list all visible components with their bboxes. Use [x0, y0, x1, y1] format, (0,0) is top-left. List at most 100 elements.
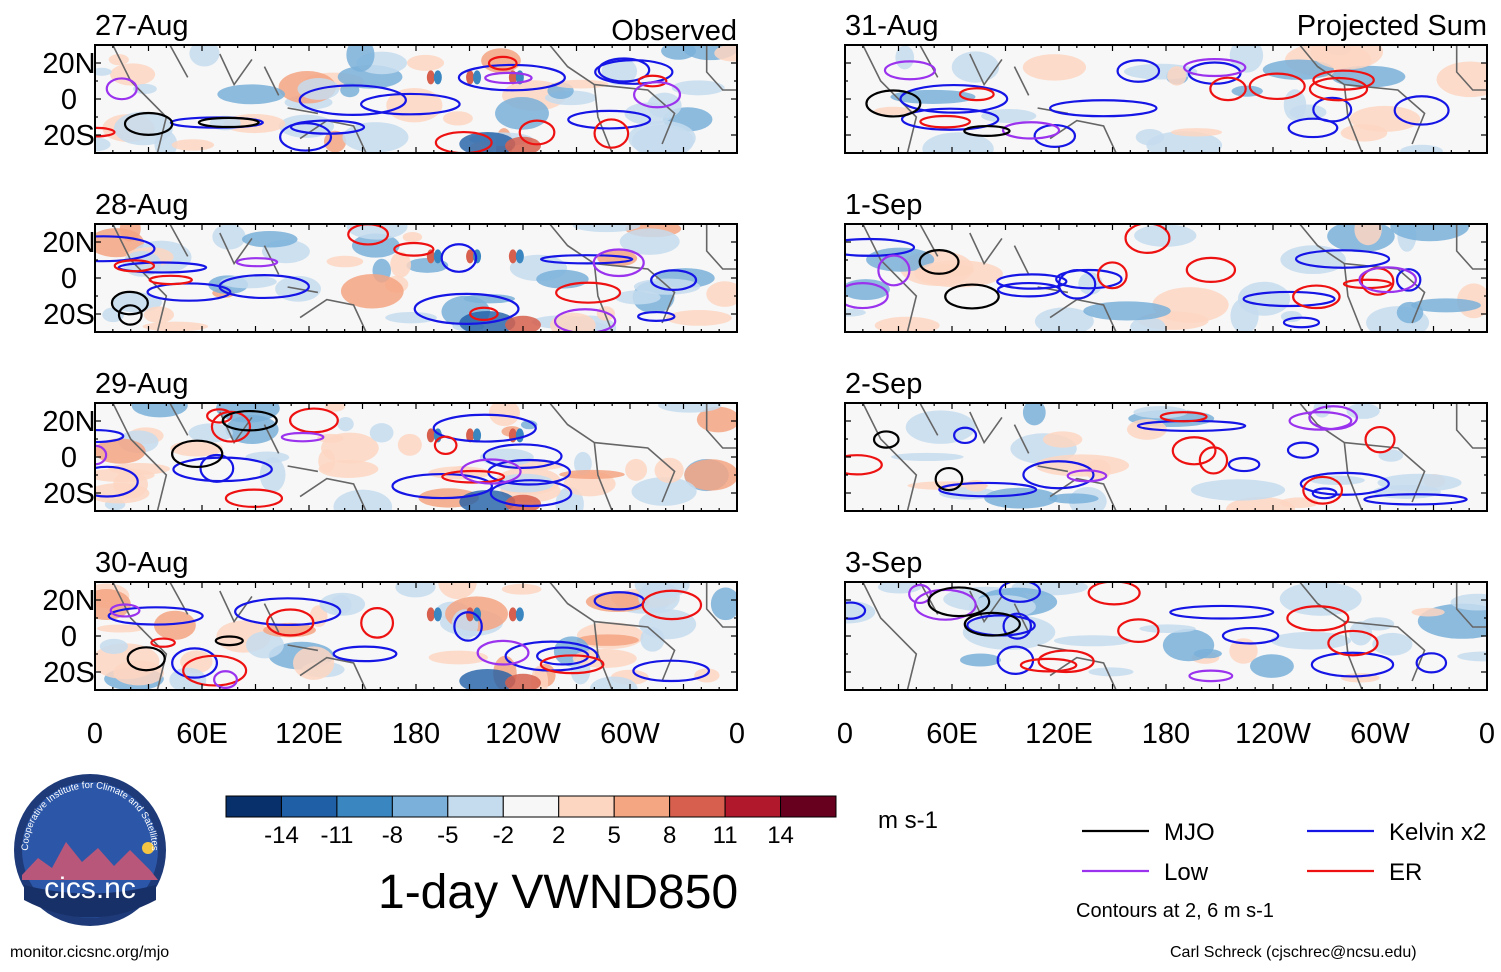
contour-er — [1087, 582, 1141, 606]
anomaly-blob — [466, 70, 475, 85]
anomaly-blob — [684, 459, 737, 491]
anomaly-blob — [1361, 617, 1395, 631]
anomaly-blob — [241, 230, 298, 248]
y-tick-label: 20S — [43, 478, 95, 510]
anomaly-blob — [473, 428, 482, 443]
contour-low — [845, 282, 889, 310]
contour-kelvin — [1049, 99, 1158, 118]
anomaly-blob — [515, 249, 524, 264]
contour-mjo — [872, 430, 900, 449]
anomaly-blob — [874, 106, 913, 116]
anomaly-blob — [323, 130, 347, 153]
contour-er — [1302, 475, 1344, 505]
legend-label: ER — [1389, 859, 1422, 886]
colorbar-swatch — [613, 795, 671, 818]
anomaly-blob — [515, 607, 524, 622]
anomaly-blob — [132, 83, 157, 95]
anomaly-blob — [340, 274, 404, 309]
anomaly-blob — [171, 139, 215, 151]
anomaly-blob — [1135, 129, 1165, 146]
anomaly-blob — [658, 403, 722, 413]
anomaly-blob — [981, 108, 1037, 123]
contour-kelvin — [1363, 493, 1468, 506]
contour-er — [224, 488, 284, 509]
anomaly-blob — [572, 224, 641, 233]
panel-observed-27-Aug: 27-Aug Observed 20N 0 20S — [42, 10, 738, 154]
contour-low — [553, 308, 617, 332]
anomaly-blob — [505, 673, 541, 690]
anomaly-blob — [442, 111, 473, 126]
anomaly-blob — [508, 607, 517, 622]
contour-er — [1248, 72, 1306, 101]
colorbar-level-label: -14 — [264, 822, 299, 849]
colorbar-level-label: 8 — [663, 822, 676, 849]
contour-mjo — [197, 116, 260, 129]
x-tick-label: 60E — [176, 718, 228, 750]
anomaly-blob — [246, 631, 284, 659]
anomaly-blob — [426, 428, 435, 443]
anomaly-blob — [1411, 607, 1445, 617]
colorbar-level-label: 14 — [767, 822, 794, 849]
anomaly-blob — [505, 136, 541, 153]
anomaly-blob — [1354, 224, 1382, 246]
anomaly-blob — [352, 233, 400, 258]
colorbar-level-label: 11 — [713, 822, 738, 849]
contour-er — [1308, 76, 1369, 102]
contour-low — [280, 431, 325, 443]
contour-er — [210, 410, 252, 443]
anomaly-blob — [1088, 667, 1134, 677]
colorbar-swatch — [225, 795, 282, 818]
anomaly-blob — [1270, 631, 1352, 650]
anomaly-blob — [890, 452, 964, 462]
anomaly-blob — [1146, 131, 1223, 153]
anomaly-blob — [337, 417, 354, 432]
x-tick-label: 60E — [926, 718, 978, 750]
contour-kelvin — [899, 83, 1009, 114]
contour-low — [1001, 121, 1061, 140]
contour-kelvin — [146, 282, 232, 302]
contour-er — [288, 407, 339, 434]
contour-mjo — [117, 304, 143, 326]
anomaly-blob — [488, 403, 520, 427]
anomaly-blob — [508, 249, 517, 264]
anomaly-blob — [1400, 144, 1443, 153]
colorbar-swatch — [558, 795, 615, 818]
anomaly-blob — [1340, 124, 1388, 142]
anomaly-blob — [1053, 635, 1132, 647]
x-tick-label: 0 — [87, 718, 103, 750]
contour-er — [593, 118, 630, 149]
anomaly-blob — [959, 653, 1002, 667]
panel-date-label: 29-Aug — [95, 368, 189, 400]
panel-projected-2-Sep: 2-Sep — [844, 368, 1488, 512]
anomaly-blob — [1310, 45, 1384, 70]
colorbar-level-label: -5 — [437, 822, 458, 849]
cics-logo: Cooperative Institute for Climate and Sa… — [14, 774, 166, 926]
x-tick-label: 180 — [392, 718, 440, 750]
contour-low — [460, 458, 522, 485]
anomaly-blob — [1190, 479, 1286, 501]
contour-kelvin — [1169, 604, 1275, 620]
anomaly-blob — [1034, 307, 1094, 332]
contour-kelvin — [457, 63, 566, 92]
anomaly-blob — [428, 650, 488, 665]
contour-kelvin — [95, 235, 156, 263]
contour-kelvin — [289, 119, 366, 135]
contour-kelvin — [1242, 290, 1336, 308]
contour-er — [845, 454, 883, 476]
contour-kelvin — [1393, 95, 1450, 126]
contour-er — [266, 608, 315, 637]
anomaly-blob — [466, 607, 475, 622]
contour-er — [1312, 69, 1375, 91]
anomaly-blob — [905, 410, 976, 444]
contour-mjo — [963, 124, 1011, 137]
contour-kelvin — [107, 606, 204, 626]
contour-kelvin — [650, 269, 698, 291]
contour-mjo — [865, 89, 922, 118]
contour-mjo — [927, 586, 991, 618]
anomaly-blob — [397, 433, 422, 456]
anomaly-blob — [1139, 624, 1196, 633]
contour-er — [1159, 411, 1208, 423]
anomaly-blob — [142, 321, 209, 332]
